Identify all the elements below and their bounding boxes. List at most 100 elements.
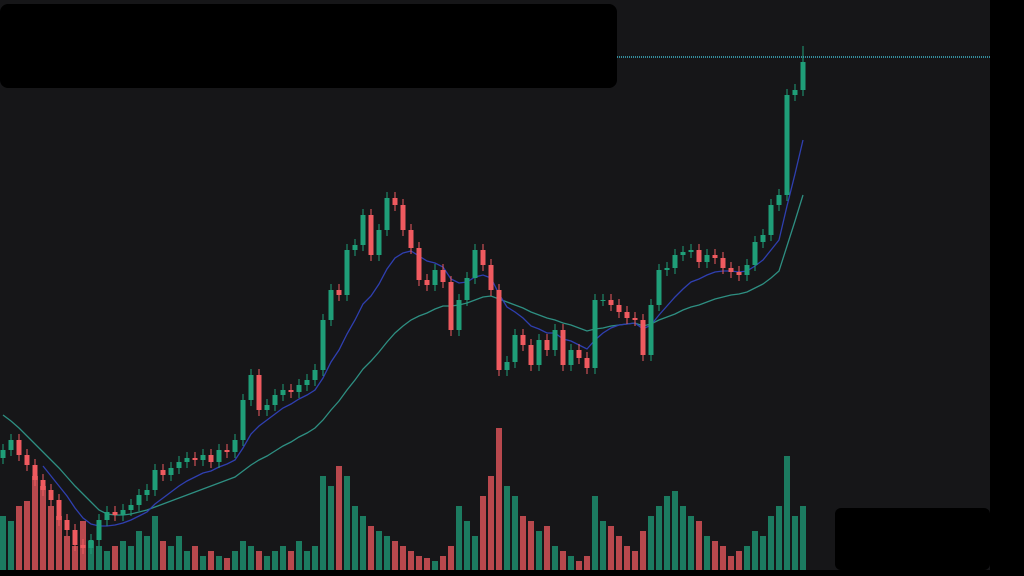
candle-body — [24, 455, 30, 465]
candle-body — [512, 335, 518, 362]
volume-bar — [336, 466, 342, 576]
volume-bar — [496, 428, 502, 576]
candle-body — [32, 465, 38, 480]
volume-bar — [456, 506, 462, 576]
candle-body — [312, 370, 318, 380]
candle-body — [616, 305, 622, 312]
volume-bar — [576, 561, 582, 576]
ma-layer — [2, 139, 804, 527]
volume-bar — [216, 556, 222, 576]
volume-bar — [392, 541, 398, 576]
volume-bar — [176, 536, 182, 576]
candle-body — [328, 290, 334, 320]
volume-bar — [432, 561, 438, 576]
volume-bar — [800, 506, 806, 576]
candle-body — [672, 255, 678, 268]
candle-body — [560, 330, 566, 365]
candle-body — [440, 270, 446, 282]
candle-body — [272, 395, 278, 405]
candle-body — [392, 198, 398, 205]
candle-body — [376, 230, 382, 255]
volume-bar — [520, 516, 526, 576]
candle-body — [656, 270, 662, 305]
volume-bar — [56, 516, 62, 576]
volume-bar — [592, 496, 598, 576]
volume-bar — [408, 551, 414, 576]
volume-bar — [608, 526, 614, 576]
volume-bar — [304, 551, 310, 576]
candle-body — [472, 250, 478, 278]
volume-bar — [760, 536, 766, 576]
candle-body — [688, 250, 694, 252]
candle-body — [480, 250, 486, 265]
candle-body — [320, 320, 326, 370]
candle-body — [64, 520, 70, 530]
candle-body — [680, 252, 686, 255]
candle-body — [728, 268, 734, 272]
volume-bar — [16, 506, 22, 576]
volume-bar — [680, 506, 686, 576]
volume-layer — [0, 428, 806, 576]
volume-bar — [768, 516, 774, 576]
volume-bar — [248, 546, 254, 576]
volume-bar — [728, 556, 734, 576]
volume-bar — [368, 526, 374, 576]
candle-body — [336, 290, 342, 295]
candle-body — [720, 258, 726, 268]
volume-bar — [104, 551, 110, 576]
volume-bar — [544, 526, 550, 576]
volume-bar — [384, 536, 390, 576]
candle-body — [176, 462, 182, 468]
volume-bar — [96, 546, 102, 576]
volume-bar — [704, 536, 710, 576]
candle-body — [248, 375, 254, 400]
candle-body — [168, 468, 174, 475]
volume-bar — [288, 551, 294, 576]
candle-body — [536, 340, 542, 365]
volume-bar — [776, 506, 782, 576]
volume-bar — [600, 521, 606, 576]
candle-body — [504, 362, 510, 370]
candle-body — [552, 330, 558, 350]
volume-bar — [24, 501, 30, 576]
volume-bar — [32, 476, 38, 576]
candle-body — [584, 358, 590, 368]
volume-bar — [40, 486, 46, 576]
candle-body — [128, 505, 134, 510]
candle-body — [792, 90, 798, 95]
volume-bar — [400, 546, 406, 576]
volume-bar — [224, 558, 230, 576]
candle-body — [184, 458, 190, 462]
volume-bar — [264, 556, 270, 576]
candle-body — [208, 455, 214, 462]
candle-body — [576, 350, 582, 358]
candle-body — [696, 250, 702, 262]
candle-body — [744, 265, 750, 275]
candle-body — [632, 318, 638, 320]
candle-body — [800, 62, 806, 90]
candle-body — [40, 480, 46, 490]
volume-bar — [296, 541, 302, 576]
candle-body — [288, 390, 294, 392]
candle-body — [768, 205, 774, 235]
candle-body — [240, 400, 246, 440]
candle-body — [352, 245, 358, 250]
candle-body — [776, 195, 782, 205]
candle-body — [624, 312, 630, 318]
candle-body — [712, 255, 718, 258]
candle-body — [408, 230, 414, 248]
moving-average — [2, 194, 804, 516]
candle-body — [456, 300, 462, 330]
candle-body — [488, 265, 494, 290]
volume-bar — [312, 546, 318, 576]
candle-body — [120, 510, 126, 515]
candle-body — [104, 512, 110, 520]
volume-bar — [0, 516, 6, 576]
redacted-box — [0, 4, 617, 88]
candle-body — [608, 300, 614, 305]
candle-body — [600, 300, 606, 301]
volume-bar — [344, 476, 350, 576]
volume-bar — [168, 546, 174, 576]
